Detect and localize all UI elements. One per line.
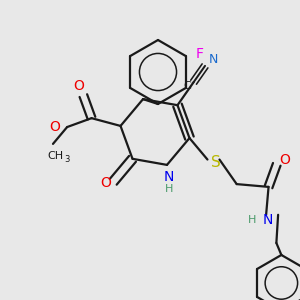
Text: F: F <box>196 47 204 61</box>
Text: H: H <box>248 215 256 225</box>
Text: O: O <box>73 79 84 93</box>
Text: N: N <box>164 170 174 184</box>
Text: H: H <box>165 184 173 194</box>
Text: O: O <box>100 176 111 190</box>
Text: 3: 3 <box>64 155 70 164</box>
Text: O: O <box>279 153 290 167</box>
Text: C: C <box>184 81 191 91</box>
Text: O: O <box>50 120 61 134</box>
Text: N: N <box>208 53 218 66</box>
Text: CH: CH <box>47 151 63 161</box>
Text: S: S <box>211 155 220 170</box>
Text: N: N <box>263 213 273 227</box>
